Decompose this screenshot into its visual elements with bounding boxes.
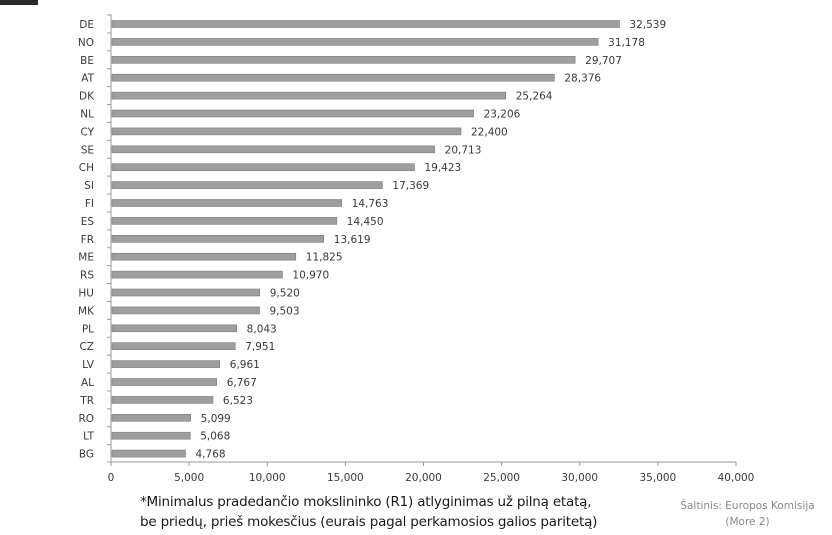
bar-lt (111, 431, 191, 440)
value-label-ch: 19,423 (424, 162, 461, 174)
bar-al (111, 378, 218, 386)
x-tick-label: 35,000 (640, 472, 677, 484)
category-label-be: BE (80, 55, 94, 67)
x-tick-label: 30,000 (561, 472, 598, 484)
value-label-tr: 6,523 (223, 395, 253, 407)
value-label-ro: 5,099 (201, 413, 231, 425)
category-label-nl: NL (80, 109, 94, 121)
category-label-dk: DK (79, 91, 95, 103)
category-label-hu: HU (78, 288, 94, 300)
category-label-lt: LT (83, 431, 94, 443)
x-tick-label: 5,000 (174, 472, 204, 484)
value-label-bg: 4,768 (196, 449, 226, 461)
category-label-at: AT (81, 73, 94, 85)
value-label-al: 6,767 (227, 377, 257, 389)
value-label-no: 31,178 (608, 37, 645, 49)
bar-cz (111, 342, 236, 351)
category-label-cy: CY (80, 126, 94, 138)
bar-si (111, 181, 383, 189)
category-label-ch: CH (79, 162, 94, 174)
value-label-pl: 8,043 (247, 323, 277, 335)
value-label-be: 29,707 (585, 55, 622, 67)
category-label-al: AL (81, 377, 94, 389)
bar-bg (111, 449, 186, 458)
value-label-lt: 5,068 (200, 431, 230, 443)
x-tick-label: 10,000 (249, 472, 286, 484)
value-label-nl: 23,206 (484, 109, 521, 121)
category-label-si: SI (84, 180, 94, 192)
bar-chart: DE 32,539 NO 31,178 BE 29,707 AT 28,376 DK 25,264… (78, 14, 755, 484)
bar-at (111, 73, 555, 82)
bar-rs (111, 270, 283, 279)
bar-se (111, 145, 435, 154)
source-line-1: Šaltinis: Europos Komisija (680, 500, 815, 512)
value-label-fi: 14,763 (352, 198, 389, 210)
category-label-es: ES (81, 216, 95, 228)
bar-lv (111, 360, 221, 368)
x-tick-label: 15,000 (327, 472, 364, 484)
category-label-bg: BG (79, 449, 94, 461)
x-tick-label: 0 (108, 472, 115, 484)
category-label-me: ME (78, 252, 94, 264)
value-label-at: 28,376 (564, 73, 601, 85)
category-label-tr: TR (79, 395, 94, 407)
bar-dk (111, 91, 507, 100)
category-label-mk: MK (78, 305, 95, 317)
category-label-de: DE (79, 19, 94, 31)
category-label-cz: CZ (79, 341, 94, 353)
footnote: *Minimalus pradedančio mokslininko (R1) … (140, 492, 640, 532)
source-note: Šaltinis: Europos Komisija (More 2) (665, 498, 830, 530)
value-label-lv: 6,961 (230, 359, 260, 371)
bar-pl (111, 324, 237, 333)
source-line-2: (More 2) (725, 516, 770, 528)
category-label-fi: FI (85, 198, 94, 210)
category-label-lv: LV (82, 359, 95, 371)
value-label-dk: 25,264 (516, 91, 553, 103)
category-label-fr: FR (81, 234, 94, 246)
bar-no (111, 38, 599, 46)
footnote-line-2: be priedų, prieš mokesčius (eurais pagal… (140, 514, 598, 530)
category-label-rs: RS (80, 270, 94, 282)
bar-de (111, 20, 620, 28)
category-label-ro: RO (78, 413, 94, 425)
value-label-se: 20,713 (445, 144, 482, 156)
value-label-hu: 9,520 (270, 288, 300, 300)
x-tick-label: 40,000 (718, 472, 755, 484)
bar-tr (111, 396, 214, 404)
bar-me (111, 252, 297, 261)
bar-ro (111, 413, 191, 422)
value-label-de: 32,539 (629, 19, 666, 31)
bar-cy (111, 127, 462, 136)
bar-fi (111, 199, 342, 207)
category-label-no: NO (78, 37, 94, 49)
value-label-mk: 9,503 (269, 305, 299, 317)
bar-ch (111, 163, 415, 171)
value-label-es: 14,450 (347, 216, 384, 228)
cropped-title-fragment (0, 0, 38, 5)
category-label-pl: PL (82, 323, 94, 335)
value-label-fr: 13,619 (334, 234, 371, 246)
x-tick-label: 20,000 (405, 472, 442, 484)
value-label-rs: 10,970 (292, 270, 329, 282)
x-tick-label: 25,000 (483, 472, 520, 484)
footnote-line-1: *Minimalus pradedančio mokslininko (R1) … (140, 494, 592, 510)
value-label-cy: 22,400 (471, 126, 508, 138)
value-label-me: 11,825 (306, 252, 343, 264)
bar-hu (111, 288, 261, 297)
bar-nl (111, 109, 474, 118)
value-label-si: 17,369 (392, 180, 429, 192)
bar-es (111, 217, 338, 225)
bar-fr (111, 235, 325, 243)
bar-mk (111, 306, 260, 315)
bar-be (111, 55, 576, 64)
value-label-cz: 7,951 (245, 341, 275, 353)
category-label-se: SE (81, 144, 94, 156)
